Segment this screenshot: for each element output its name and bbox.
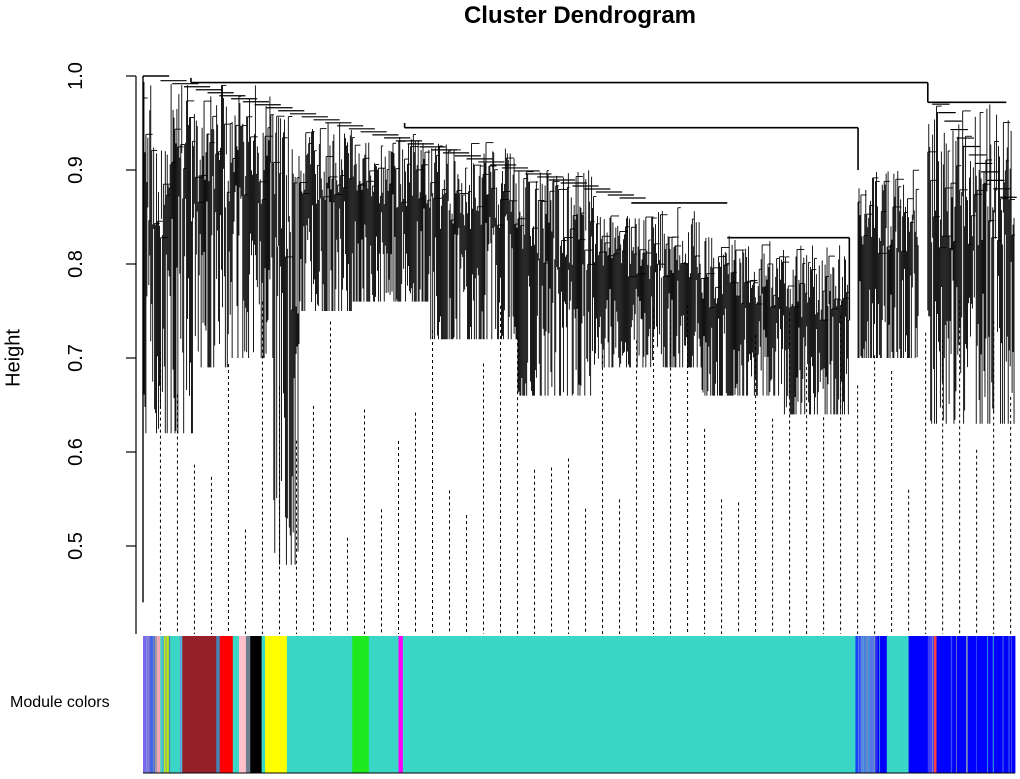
module-color-stripe xyxy=(951,636,953,773)
module-color-stripe xyxy=(162,636,164,773)
module-color-stripe xyxy=(859,636,861,773)
module-color-stripe xyxy=(866,636,868,773)
y-tick-label: 0.6 xyxy=(65,438,87,466)
module-color-stripe xyxy=(874,636,876,773)
module-color-stripe xyxy=(976,636,977,773)
module-color-stripe xyxy=(862,636,864,773)
module-color-segment xyxy=(352,636,370,773)
y-axis: 0.5 0.6 0.7 0.8 0.9 1.0 xyxy=(65,62,137,634)
module-color-stripe xyxy=(149,636,151,773)
module-color-segment xyxy=(250,636,262,773)
module-color-segment xyxy=(156,636,161,773)
module-color-segment xyxy=(219,636,234,773)
module-colors-label: Module colors xyxy=(10,694,110,711)
module-color-stripe xyxy=(966,636,967,773)
module-color-segment xyxy=(286,636,353,773)
module-color-segment xyxy=(153,636,158,773)
module-color-segment xyxy=(368,636,399,773)
module-color-stripe xyxy=(160,636,162,773)
module-color-stripe xyxy=(146,636,147,773)
module-color-stripe xyxy=(931,636,933,773)
y-tick-label: 0.8 xyxy=(65,250,87,278)
module-color-stripe xyxy=(992,636,994,773)
module-color-segment xyxy=(402,636,856,773)
module-color-stripe xyxy=(987,636,988,773)
module-color-stripe xyxy=(956,636,957,773)
module-color-stripe xyxy=(876,636,878,773)
dendrogram-branches xyxy=(142,75,1017,634)
module-color-stripe xyxy=(168,636,170,773)
module-color-stripe xyxy=(1011,636,1012,773)
module-color-stripe xyxy=(967,636,968,773)
module-color-segment xyxy=(936,636,1016,773)
module-color-segment xyxy=(245,636,251,773)
module-color-stripe xyxy=(950,636,952,773)
module-color-segment xyxy=(216,636,221,773)
module-color-stripe xyxy=(872,636,874,773)
module-color-stripe xyxy=(868,636,870,773)
y-tick-label: 0.5 xyxy=(65,532,87,560)
module-color-bar xyxy=(143,636,1016,774)
y-tick-label: 1.0 xyxy=(65,62,87,90)
y-tick-label: 0.7 xyxy=(65,344,87,372)
module-color-stripe xyxy=(180,636,182,773)
module-color-stripe xyxy=(1008,636,1010,773)
module-color-stripe xyxy=(169,636,171,773)
module-color-segment xyxy=(265,636,288,773)
module-color-segment xyxy=(170,636,183,773)
module-color-segment xyxy=(182,636,217,773)
module-color-segment xyxy=(875,636,888,773)
module-color-stripe xyxy=(166,636,167,773)
module-color-segment xyxy=(261,636,266,773)
module-color-stripe xyxy=(1002,636,1004,773)
module-color-stripe xyxy=(870,636,872,773)
module-color-segment xyxy=(860,636,876,773)
module-color-segment xyxy=(238,636,247,773)
module-color-stripe xyxy=(860,636,862,773)
module-color-segment xyxy=(398,636,404,773)
module-color-stripe xyxy=(869,636,871,773)
module-color-segment xyxy=(933,636,937,773)
module-color-segment xyxy=(927,636,935,773)
module-color-stripe xyxy=(164,636,166,773)
module-color-stripe xyxy=(147,636,149,773)
module-color-segment xyxy=(908,636,929,773)
module-color-stripe xyxy=(860,636,862,773)
module-color-segment xyxy=(163,636,171,773)
module-color-segment xyxy=(149,636,154,773)
module-color-stripe xyxy=(857,636,859,773)
module-color-segment xyxy=(232,636,240,773)
y-tick-label: 0.9 xyxy=(65,156,87,184)
chart-title: Cluster Dendrogram xyxy=(463,2,697,29)
module-color-stripe xyxy=(879,636,881,773)
module-color-stripe xyxy=(154,636,155,773)
module-color-stripe xyxy=(179,636,181,773)
module-color-segment xyxy=(886,636,910,773)
